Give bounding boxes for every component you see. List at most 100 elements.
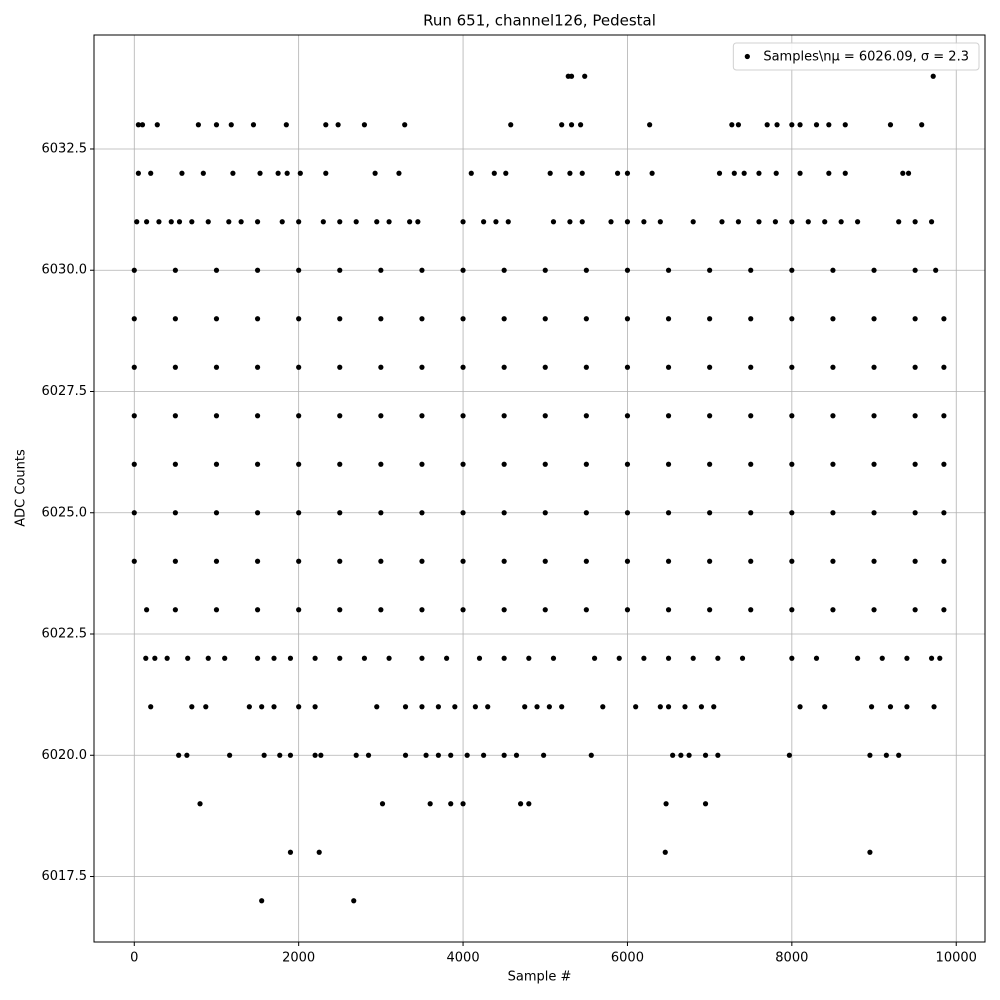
data-point xyxy=(254,558,261,564)
data-point xyxy=(378,607,384,613)
data-point xyxy=(550,655,557,661)
data-point xyxy=(665,316,672,322)
data-point xyxy=(312,704,318,710)
data-point xyxy=(797,170,803,176)
data-point xyxy=(351,898,357,904)
data-point xyxy=(941,461,947,467)
data-point xyxy=(353,219,359,225)
x-tick-label: 4000 xyxy=(447,951,480,966)
data-point xyxy=(830,607,836,613)
data-point xyxy=(919,122,925,128)
data-point xyxy=(131,316,137,322)
data-point xyxy=(789,364,795,370)
data-point xyxy=(559,122,565,128)
data-point xyxy=(337,219,343,225)
y-tick-label: 6025.0 xyxy=(42,505,88,520)
data-point xyxy=(213,267,220,273)
data-point xyxy=(568,73,575,79)
data-point xyxy=(468,170,474,176)
data-point xyxy=(748,364,754,370)
data-point xyxy=(854,219,861,225)
data-point xyxy=(707,607,713,613)
y-tick-label: 6020.0 xyxy=(42,748,88,763)
data-point xyxy=(254,219,261,225)
data-point xyxy=(930,73,936,79)
data-point xyxy=(583,607,589,613)
data-point xyxy=(374,219,380,225)
data-point xyxy=(663,801,669,807)
data-point xyxy=(789,316,795,322)
data-point xyxy=(378,558,384,564)
data-point xyxy=(419,510,425,516)
data-point xyxy=(698,704,705,710)
y-tick-label: 6032.5 xyxy=(42,141,88,156)
data-point xyxy=(419,607,425,613)
data-point xyxy=(296,510,302,516)
y-tick-label: 6030.0 xyxy=(42,263,88,278)
data-point xyxy=(577,122,584,128)
data-point xyxy=(624,558,631,564)
data-point xyxy=(131,558,137,564)
data-point xyxy=(213,316,220,322)
data-point xyxy=(624,607,631,613)
data-point xyxy=(485,704,491,710)
data-point xyxy=(435,704,441,710)
x-tick-label: 6000 xyxy=(611,951,644,966)
data-point xyxy=(254,316,261,322)
data-point xyxy=(764,122,770,128)
data-point xyxy=(789,267,795,273)
data-point xyxy=(526,655,532,661)
data-point xyxy=(259,898,265,904)
data-point xyxy=(135,170,141,176)
data-point xyxy=(172,316,178,322)
data-point xyxy=(912,316,918,322)
data-point xyxy=(941,364,947,370)
data-point xyxy=(822,704,828,710)
data-point xyxy=(164,655,170,661)
data-point xyxy=(871,267,877,273)
data-point xyxy=(830,364,836,370)
data-point xyxy=(534,704,540,710)
data-point xyxy=(719,219,725,225)
data-point xyxy=(928,219,935,225)
data-point xyxy=(941,607,947,613)
data-point xyxy=(337,413,343,419)
data-point xyxy=(144,607,150,613)
data-point xyxy=(238,219,244,225)
data-point xyxy=(933,267,939,273)
data-point xyxy=(213,510,220,516)
data-point xyxy=(513,752,520,758)
data-point xyxy=(707,510,713,516)
ticks: 0 2000 4000 6000 8000 10000 6017.5 6020.0 6022.5… xyxy=(42,141,977,965)
data-point xyxy=(185,655,191,661)
data-point xyxy=(131,267,137,273)
data-point xyxy=(542,510,548,516)
data-point xyxy=(542,413,548,419)
data-point xyxy=(402,752,409,758)
data-point xyxy=(854,655,861,661)
data-point xyxy=(731,170,737,176)
data-point xyxy=(176,219,183,225)
data-point xyxy=(296,364,302,370)
data-point xyxy=(789,655,795,661)
data-point xyxy=(320,219,326,225)
data-point xyxy=(259,704,265,710)
data-point xyxy=(711,704,717,710)
grid xyxy=(94,35,985,942)
data-point xyxy=(386,219,392,225)
points xyxy=(131,73,947,904)
data-point xyxy=(277,752,283,758)
data-point xyxy=(335,122,341,128)
data-point xyxy=(641,655,647,661)
data-point xyxy=(134,219,140,225)
data-point xyxy=(419,413,425,419)
data-point xyxy=(444,655,450,661)
data-point xyxy=(883,752,889,758)
data-point xyxy=(707,413,713,419)
data-point xyxy=(501,413,507,419)
data-point xyxy=(931,704,937,710)
data-point xyxy=(871,316,877,322)
data-point xyxy=(741,170,747,176)
data-point xyxy=(579,170,585,176)
